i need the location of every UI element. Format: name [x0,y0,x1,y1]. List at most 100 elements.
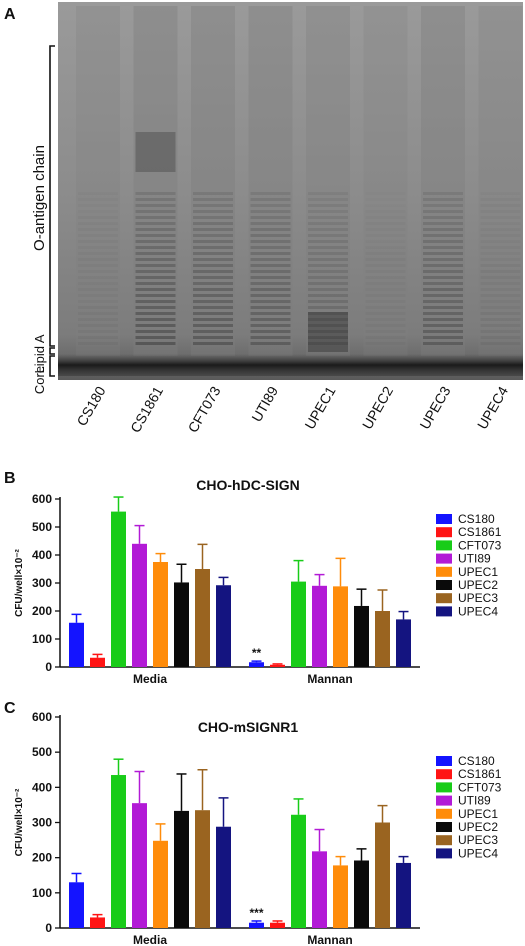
gel-band [193,288,233,291]
bar-upec4-mannan [396,619,411,667]
gel-lane-cft073 [191,6,235,356]
gel-band [366,192,406,195]
gel-dye-front [58,354,523,376]
gel-lane-labels: CS180 CS1861 CFT073 UTI89 UPEC1 UPEC2 UPEC3 UPE… [73,383,511,435]
gel-band [423,264,463,267]
bar-cs1861-media [90,657,105,667]
legend-swatch-upec2 [436,822,452,832]
gel-band [78,228,118,231]
gel-band [365,264,406,267]
gel-lane-label-upec2: UPEC2 [359,383,396,432]
gel-band [366,198,406,201]
gel-band [250,270,291,273]
gel-band [135,270,176,273]
gel-band [480,342,521,345]
gel-band [365,318,406,321]
gel-band [193,222,233,225]
y-tick-label: 300 [32,576,52,590]
legend-swatch-uti89 [436,795,452,806]
gel-band [193,318,233,321]
panel-letter-a: A [4,6,16,23]
gel-band [193,246,233,249]
gel-band [250,234,291,237]
bar-cs1861-mannan [270,664,285,667]
x-category-label: Media [133,672,167,686]
gel-band [135,306,176,309]
gel-band [78,324,118,327]
x-category-label: Mannan [307,933,352,946]
legend-swatch-upec1 [436,566,452,577]
gel-band [250,312,291,315]
gel-band [480,324,521,327]
gel-band [78,246,118,249]
bar-upec2-mannan [354,860,369,928]
gel-band [480,264,521,267]
gel-band [308,342,348,345]
gel-band [78,258,118,261]
gel-band [78,288,118,291]
bar-upec3-mannan [375,822,390,928]
gel-band [366,228,406,231]
gel-band [423,246,463,249]
gel-band [423,342,463,345]
gel-band [480,222,521,225]
gel-band [480,306,521,309]
gel-band [365,252,406,255]
legend-label-upec2: UPEC2 [458,820,498,834]
gel-lane-upec2 [363,6,408,356]
gel-band [250,300,291,303]
legend-label-upec3: UPEC3 [458,591,498,605]
gel-band [78,234,118,237]
gel-band [481,192,521,195]
gel-band [193,210,233,213]
gel-band [250,258,291,261]
x-category-label: Media [133,933,167,946]
gel-band [365,270,406,273]
gel-lane-upec3 [421,6,465,356]
gel-band [480,330,521,333]
gel-band [135,342,176,345]
gel-lane-smear [421,6,465,356]
gel-lane-label-cft073: CFT073 [184,383,223,435]
legend-swatch-cs180 [436,514,452,524]
y-tick-label: 0 [45,921,52,935]
gel-band [308,264,348,267]
chart-title: CHO-mSIGNR1 [198,719,299,735]
gel-band [423,258,463,261]
gel-band [308,252,348,255]
y-tick-label: 300 [32,816,52,830]
gel-band [480,288,521,291]
gel-band [135,312,176,315]
gel-band [250,288,291,291]
gel-band [78,282,118,285]
gel-band [308,270,348,273]
gel-band [250,216,291,219]
gel-band [78,312,118,315]
gel-band [193,330,233,333]
gel-band [193,300,233,303]
lipid-a-bracket [49,347,55,355]
gel-band [78,318,118,321]
bar-cft073-mannan [291,814,306,928]
legend-label-upec4: UPEC4 [458,604,498,618]
gel-band [480,312,521,315]
legend-swatch-cs1861 [436,527,452,538]
gel-lane-label-upec4: UPEC4 [474,383,511,432]
gel-band [308,240,348,243]
gel-band [78,270,118,273]
gel-band [135,192,176,195]
chart-cho-msignr1: CHO-mSIGNR1 CFU/well×10⁻² 0 100 200 300 400 500… [14,710,502,946]
gel-band [423,306,463,309]
gel-band-high [135,132,176,172]
gel-band [365,312,406,315]
gel-band [423,330,463,333]
y-axis-label: CFU/well×10⁻² [14,548,25,616]
legend-label-cft073: CFT073 [458,780,502,794]
gel-band [365,300,406,303]
gel-band [135,216,176,219]
gel-band [365,330,406,333]
gel-band [78,300,118,303]
gel-band [308,300,348,303]
gel-band [250,306,291,309]
gel-band [78,192,118,195]
